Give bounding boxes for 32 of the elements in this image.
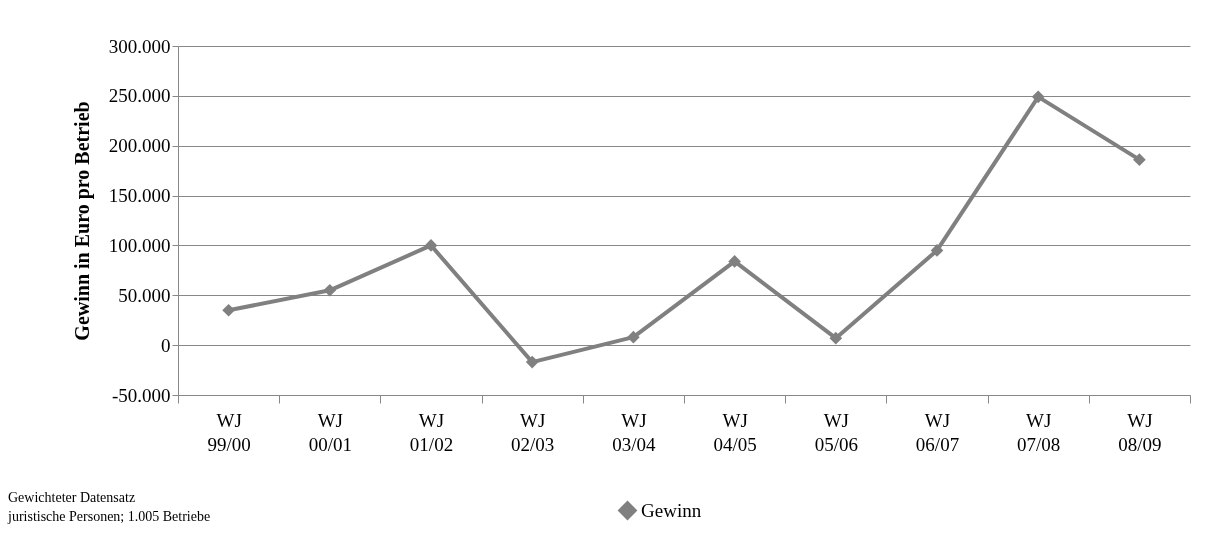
x-tick-label: WJ 03/04 — [612, 409, 657, 455]
y-tick-label: 300.000 — [108, 35, 171, 57]
text: juristische Personen; 1.005 Betriebe — [8, 508, 211, 526]
x-tick-label: WJ 08/09 — [1118, 409, 1162, 455]
y-tick-label: 0 — [161, 334, 171, 356]
y-tick-label: 100.000 — [108, 234, 171, 256]
point — [829, 331, 843, 345]
legend-label: Gewinn — [641, 499, 702, 521]
y-tick-label: 50.000 — [118, 284, 171, 306]
y-tick-label: 200.000 — [108, 135, 171, 157]
x-tick-label: WJ 00/01 — [308, 409, 352, 455]
x-tick-label: WJ 07/08 — [1017, 409, 1061, 455]
point — [627, 330, 640, 344]
x-tick-label: WJ 02/03 — [511, 409, 555, 455]
point — [930, 244, 944, 257]
x-tick-label: WJ 04/05 — [713, 409, 757, 455]
point — [222, 303, 235, 317]
point — [525, 355, 539, 369]
x-tick-label: WJ 05/06 — [814, 409, 858, 455]
point — [1133, 153, 1146, 166]
y-tick-label: -50.000 — [111, 384, 171, 406]
y-axis-title: Gewinn in Euro pro Betrieb — [70, 101, 94, 341]
y-tick-label: 250.000 — [108, 85, 171, 107]
x-tick-label: WJ 06/07 — [915, 409, 960, 455]
point — [323, 283, 337, 297]
point — [424, 239, 438, 252]
y-tick-label: 150.000 — [108, 185, 171, 207]
point — [1031, 90, 1045, 104]
point — [728, 255, 741, 268]
x-tick-label: WJ 99/00 — [207, 409, 251, 455]
text: Gewichteter Datensatz — [8, 489, 137, 507]
x-tick-label: WJ 01/02 — [409, 409, 454, 455]
